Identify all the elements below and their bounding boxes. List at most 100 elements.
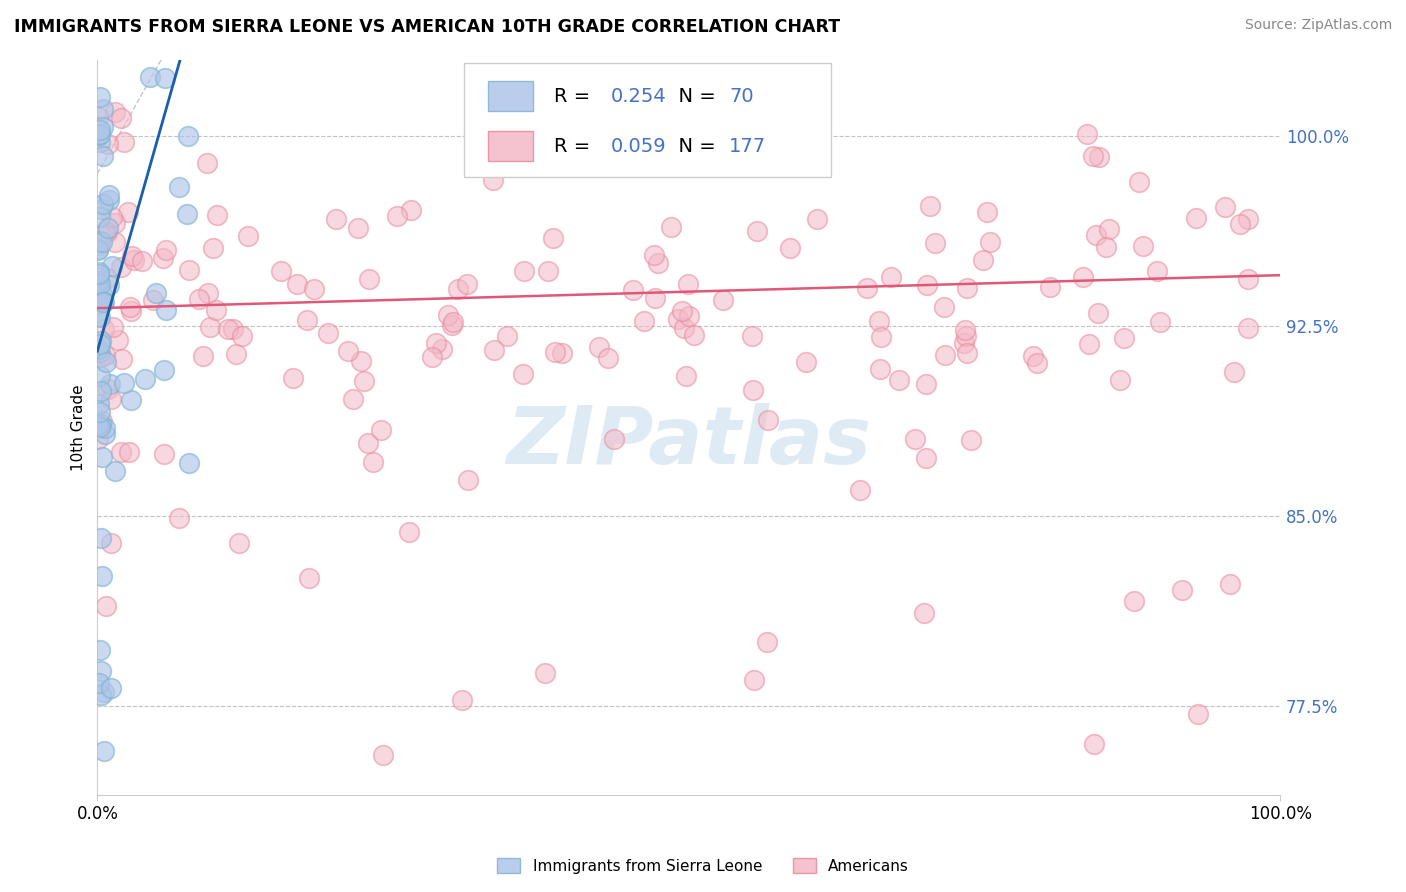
Point — [1146, 264, 1168, 278]
Point — [350, 354, 373, 368]
Point — [437, 309, 460, 323]
Point — [1076, 128, 1098, 142]
Point — [675, 369, 697, 384]
Point — [879, 269, 901, 284]
Point — [236, 229, 259, 244]
Point — [97, 277, 120, 292]
Point — [270, 264, 292, 278]
Point — [97, 221, 120, 235]
Point — [103, 105, 125, 120]
Legend: Immigrants from Sierra Leone, Americans: Immigrants from Sierra Leone, Americans — [491, 852, 915, 880]
Point — [86, 276, 108, 290]
Point — [441, 315, 464, 329]
Point — [1236, 212, 1258, 227]
Point — [285, 277, 308, 292]
Text: 177: 177 — [730, 137, 766, 156]
Point — [1132, 239, 1154, 253]
Point — [956, 281, 979, 295]
Point — [544, 345, 567, 359]
Point — [370, 424, 392, 438]
Point — [960, 434, 983, 448]
Point — [89, 405, 111, 419]
Point — [1025, 356, 1047, 370]
Point — [676, 277, 699, 292]
Point — [361, 455, 384, 469]
Point — [1088, 149, 1111, 163]
Point — [741, 329, 763, 343]
Point — [534, 665, 557, 680]
Point — [100, 260, 122, 274]
Point — [90, 688, 112, 702]
Point — [440, 318, 463, 332]
Point — [633, 313, 655, 327]
Point — [217, 321, 239, 335]
Point — [89, 267, 111, 281]
Point — [353, 374, 375, 388]
Point — [122, 253, 145, 268]
Point — [90, 350, 112, 364]
Point — [97, 188, 120, 202]
Point — [295, 312, 318, 326]
Point — [153, 70, 176, 85]
Point — [89, 135, 111, 149]
Text: 0.059: 0.059 — [610, 137, 666, 156]
Point — [205, 303, 228, 318]
Point — [177, 128, 200, 143]
Point — [93, 103, 115, 117]
Point — [86, 342, 108, 356]
Point — [482, 172, 505, 186]
Point — [86, 296, 108, 310]
Point — [139, 70, 162, 84]
Text: 70: 70 — [730, 87, 754, 106]
Point — [120, 392, 142, 407]
Point — [100, 392, 122, 407]
Point — [979, 235, 1001, 250]
Point — [91, 414, 114, 428]
Point — [89, 676, 111, 690]
Point — [387, 210, 409, 224]
Text: N =: N = — [666, 137, 723, 156]
Point — [1078, 337, 1101, 351]
Point — [207, 208, 229, 222]
Point — [671, 304, 693, 318]
Point — [89, 234, 111, 248]
Point — [87, 242, 110, 256]
Point — [603, 432, 626, 446]
Point — [1219, 577, 1241, 591]
Point — [93, 197, 115, 211]
FancyBboxPatch shape — [488, 131, 533, 161]
Text: R =: R = — [554, 87, 596, 106]
Point — [1229, 217, 1251, 231]
Point — [120, 300, 142, 314]
Point — [756, 635, 779, 649]
Point — [89, 310, 111, 324]
Point — [337, 343, 360, 358]
Text: IMMIGRANTS FROM SIERRA LEONE VS AMERICAN 10TH GRADE CORRELATION CHART: IMMIGRANTS FROM SIERRA LEONE VS AMERICAN… — [14, 18, 841, 36]
Point — [955, 323, 977, 337]
Point — [93, 295, 115, 310]
Point — [956, 346, 979, 360]
Point — [1083, 737, 1105, 751]
Point — [914, 450, 936, 465]
Point — [193, 350, 215, 364]
Point — [357, 272, 380, 286]
Point — [596, 351, 619, 365]
Point — [101, 210, 124, 224]
Point — [342, 392, 364, 406]
Point — [89, 369, 111, 384]
Point — [588, 340, 610, 354]
Point — [794, 355, 817, 369]
Point — [430, 342, 453, 356]
Point — [1071, 269, 1094, 284]
Point — [89, 294, 111, 309]
Point — [87, 243, 110, 257]
Point — [457, 474, 479, 488]
Point — [93, 685, 115, 699]
Point — [1213, 201, 1236, 215]
Point — [302, 282, 325, 296]
Point — [97, 137, 120, 152]
Point — [93, 744, 115, 758]
Point — [742, 673, 765, 688]
Point — [188, 293, 211, 307]
Point — [1122, 594, 1144, 608]
